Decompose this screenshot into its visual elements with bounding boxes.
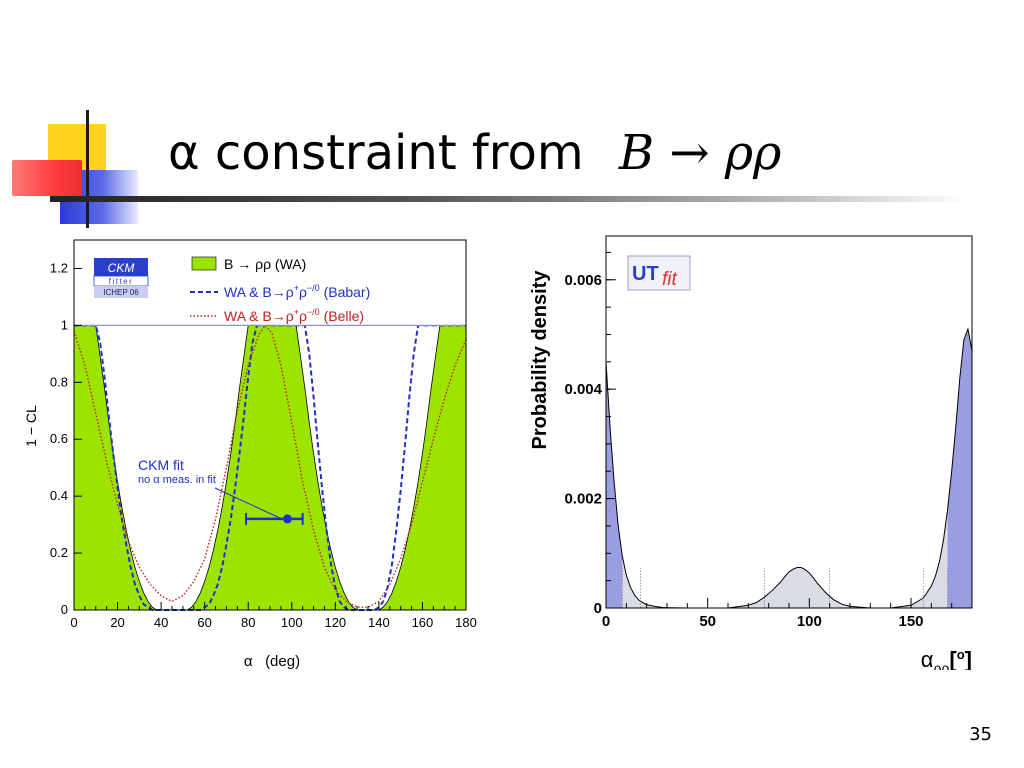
x-tick-label: 50 (699, 613, 716, 630)
x-tick-label: 20 (110, 615, 124, 630)
x-tick-label: 120 (324, 615, 346, 630)
utfit-logo-ut: UT (632, 263, 659, 285)
x-tick-label: 140 (368, 615, 390, 630)
ckmfitter-logo-sub: fitter (109, 277, 134, 286)
x-tick-label: 0 (602, 613, 610, 630)
utfit-probability-chart: 0 50 100 150 0 0.002 0.004 0.006 UT fit Probabi… (529, 235, 973, 670)
ckmfitter-logo-conf: ICHEP 06 (103, 288, 139, 297)
ut-density-light-area (606, 329, 972, 608)
ut-x-axis-label: αρρ[o] (921, 647, 972, 670)
x-tick-label: 40 (154, 615, 168, 630)
ckm-x-axis-label: α (deg) (244, 653, 300, 670)
ckm-fit-arrow (214, 487, 283, 520)
y-tick-label: 0.006 (564, 272, 602, 289)
utfit-logo: UT fit (627, 255, 691, 291)
series-belle-line (73, 324, 467, 608)
ckmfitter-alpha-chart: 0 20 40 60 80 100 120 140 160 180 0 0.2 0.4 0.6 0.8 1 1.… (23, 239, 477, 670)
ckmfitter-logo-box (94, 258, 148, 276)
y-tick-label: 0.004 (564, 381, 602, 398)
legend-label-wa: B → ρρ (WA) (224, 256, 306, 272)
ut-density-curve (605, 327, 973, 609)
series-babar-line (74, 324, 466, 611)
legend-label-belle: WA & B→ρ+ρ−/0 (Belle) (224, 307, 364, 324)
y-tick-label: 0 (594, 600, 602, 617)
ut-frame (605, 235, 973, 609)
x-tick-label: 60 (197, 615, 211, 630)
y-tick-label: 0.8 (50, 374, 68, 389)
ckm-legend: CKM fitter ICHEP 06 B → ρρ (WA) WA & B→ρ… (93, 256, 370, 324)
utfit-logo-fit: fit (662, 269, 678, 290)
y-tick-label: 0.2 (50, 545, 68, 560)
decor-vertical-line (86, 110, 89, 228)
ckmfitter-logo-text: CKM (108, 261, 135, 275)
slide-number: 35 (969, 724, 992, 745)
legend-swatch-wa (191, 256, 217, 271)
ckm-y-axis-label: 1 − CL (23, 405, 39, 447)
slide-title: α constraint from B → ρρ (168, 118, 781, 188)
ckm-fit-annotation-sub: no α meas. in fit (138, 474, 216, 486)
x-tick-label: 160 (412, 615, 434, 630)
title-text: α constraint from (168, 125, 584, 181)
x-tick-label: 150 (898, 613, 923, 630)
legend-label-babar: WA & B→ρ+ρ−/0 (Babar) (224, 283, 370, 300)
x-tick-label: 100 (281, 615, 303, 630)
x-tick-label: 100 (797, 613, 822, 630)
title-math: B → ρρ (618, 125, 782, 181)
x-tick-label: 180 (455, 615, 477, 630)
x-tick-label: 80 (241, 615, 255, 630)
y-tick-label: 1.2 (50, 260, 68, 275)
title-underline (50, 196, 968, 202)
series-wa-area (73, 324, 467, 611)
ut-density-68-right (947, 329, 972, 608)
ut-y-axis-label: Probability density (529, 270, 551, 450)
x-tick-label: 0 (70, 615, 77, 630)
y-tick-label: 1 (61, 317, 68, 332)
y-tick-label: 0.4 (50, 488, 68, 503)
ckm-fit-annotation-title: CKM fit (138, 457, 184, 473)
decor-red-square (12, 160, 82, 196)
y-tick-label: 0.6 (50, 431, 68, 446)
fit-central-point (282, 514, 292, 524)
y-tick-label: 0.002 (564, 491, 602, 508)
y-tick-label: 0 (61, 602, 68, 617)
